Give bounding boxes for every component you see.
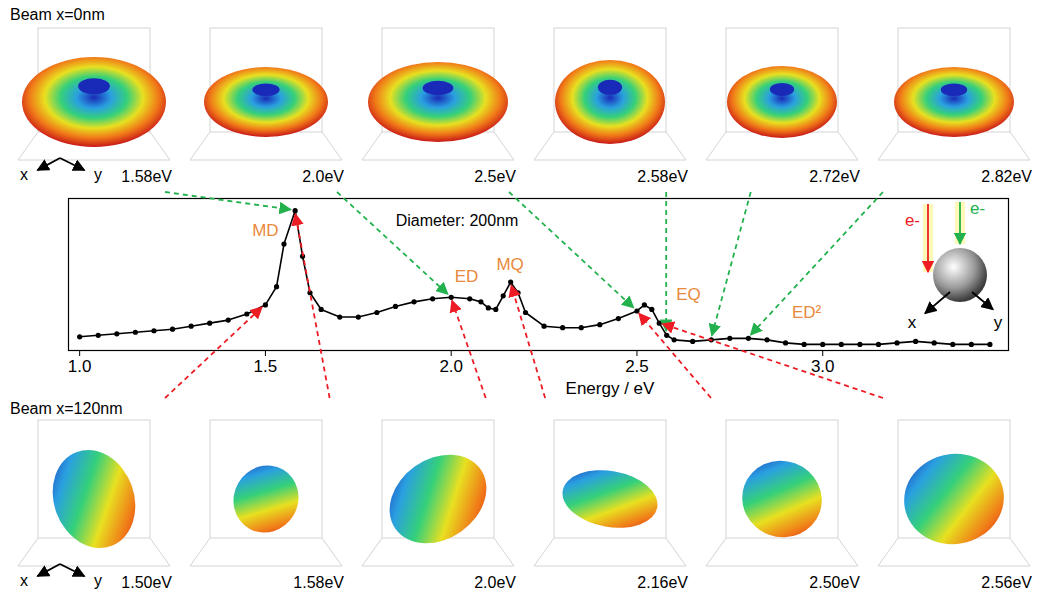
svg-text:y: y <box>94 166 102 183</box>
svg-text:2.50eV: 2.50eV <box>809 574 860 591</box>
svg-text:e-: e- <box>905 211 920 230</box>
svg-text:x: x <box>20 572 28 589</box>
svg-text:1.58eV: 1.58eV <box>121 168 172 185</box>
svg-text:y: y <box>94 572 102 589</box>
svg-text:2.16eV: 2.16eV <box>637 574 688 591</box>
svg-text:1.0: 1.0 <box>68 357 92 376</box>
svg-text:2.58eV: 2.58eV <box>637 168 688 185</box>
svg-text:2.5: 2.5 <box>625 357 649 376</box>
svg-text:2.72eV: 2.72eV <box>809 168 860 185</box>
svg-text:1.58eV: 1.58eV <box>293 574 344 591</box>
svg-text:x: x <box>908 313 917 332</box>
svg-text:y: y <box>994 313 1003 332</box>
svg-text:2.0: 2.0 <box>439 357 463 376</box>
svg-text:2.5eV: 2.5eV <box>474 168 516 185</box>
svg-text:x: x <box>20 166 28 183</box>
svg-text:e-: e- <box>970 199 985 218</box>
svg-text:3.0: 3.0 <box>811 357 835 376</box>
svg-text:1.5: 1.5 <box>254 357 278 376</box>
svg-text:ED²: ED² <box>792 303 822 322</box>
svg-text:2.82eV: 2.82eV <box>981 168 1032 185</box>
svg-text:MQ: MQ <box>496 255 523 274</box>
svg-text:Beam x=0nm: Beam x=0nm <box>10 6 105 23</box>
svg-text:MD: MD <box>252 221 278 240</box>
svg-text:Diameter: 200nm: Diameter: 200nm <box>396 212 519 229</box>
svg-text:1.50eV: 1.50eV <box>121 574 172 591</box>
svg-text:2.0eV: 2.0eV <box>474 574 516 591</box>
svg-text:ED: ED <box>455 267 479 286</box>
svg-text:EQ: EQ <box>676 285 701 304</box>
svg-text:2.0eV: 2.0eV <box>302 168 344 185</box>
svg-text:2.56eV: 2.56eV <box>981 574 1032 591</box>
svg-text:Energy / eV: Energy / eV <box>566 379 655 398</box>
svg-text:Beam x=120nm: Beam x=120nm <box>10 400 123 417</box>
